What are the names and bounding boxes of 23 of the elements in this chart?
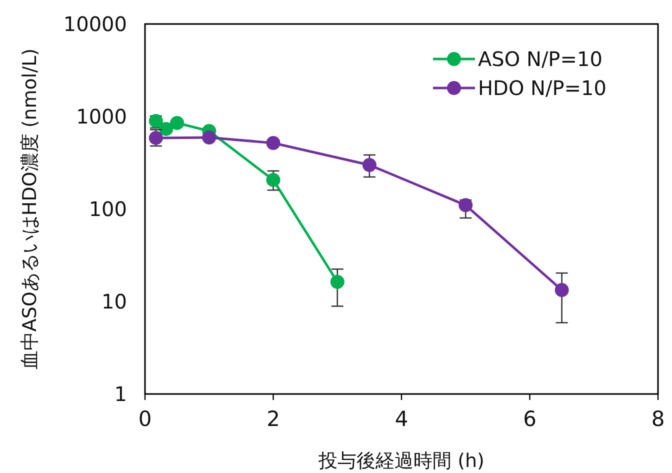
point bbox=[458, 198, 473, 212]
point bbox=[330, 274, 344, 289]
point bbox=[266, 136, 280, 150]
legend-label: ASO N/P=10 bbox=[478, 47, 602, 71]
y-axis-title: 血中ASOあるいはHDO濃度 (nmol/L) bbox=[19, 48, 41, 370]
point bbox=[554, 283, 569, 298]
legend-label: HDO N/P=10 bbox=[478, 76, 607, 100]
x-tick-label: 4 bbox=[394, 407, 408, 431]
x-tick-label: 0 bbox=[138, 407, 152, 431]
y-tick-label: 1000 bbox=[76, 104, 127, 128]
point bbox=[159, 122, 174, 136]
x-tick-label: 6 bbox=[523, 407, 536, 431]
y-tick-label: 100 bbox=[88, 197, 127, 221]
x-tick-label: 8 bbox=[651, 407, 665, 431]
y-tick-label: 10000 bbox=[63, 12, 127, 36]
point bbox=[202, 130, 216, 144]
point bbox=[362, 158, 376, 172]
point bbox=[266, 172, 280, 187]
y-tick-label: 1 bbox=[114, 382, 127, 406]
x-axis-title: 投与後経過時間 (h) bbox=[318, 450, 484, 472]
x-tick-label: 2 bbox=[266, 407, 280, 431]
point bbox=[170, 116, 184, 130]
y-tick-label: 10 bbox=[102, 290, 127, 314]
